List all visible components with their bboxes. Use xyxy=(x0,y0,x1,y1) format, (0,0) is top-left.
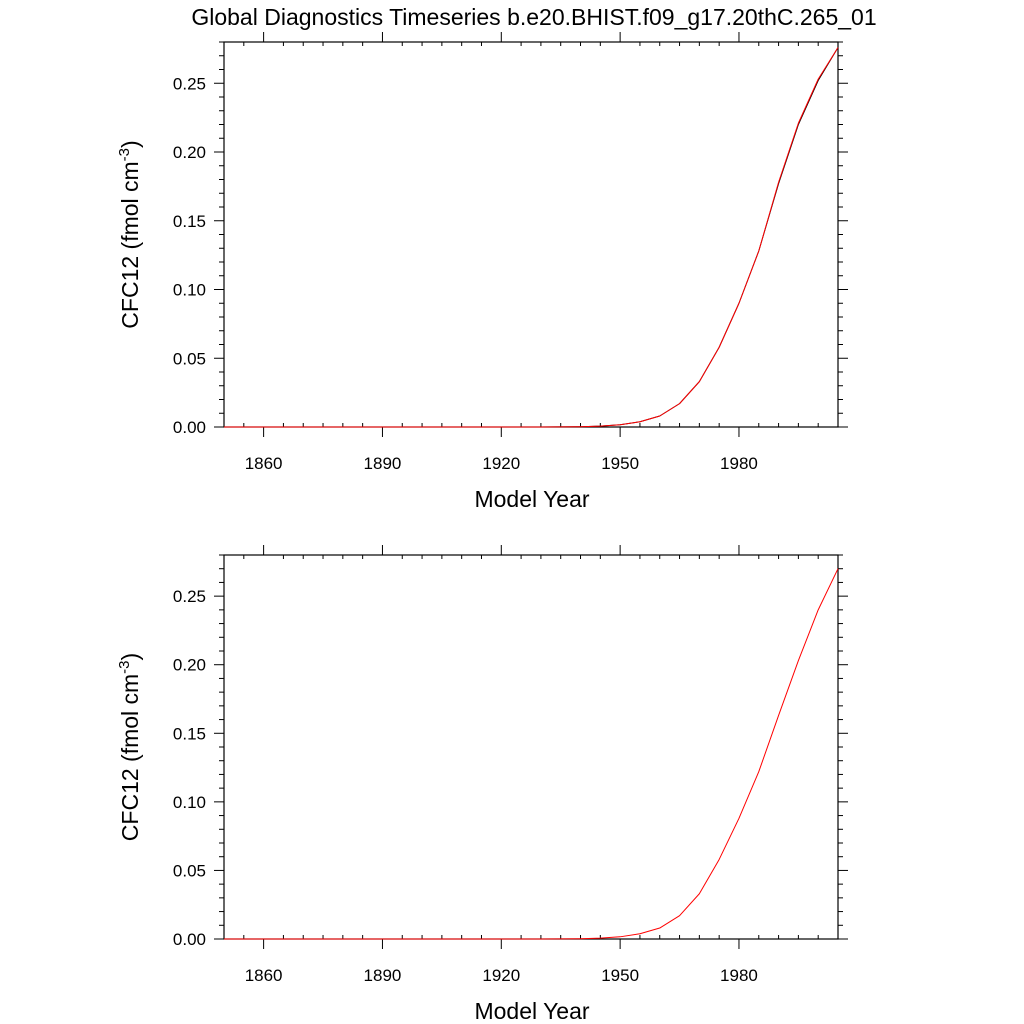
chart-title: Global Diagnostics Timeseries b.e20.BHIS… xyxy=(191,4,876,30)
y-axis-title-main: CFC12 (fmol cm xyxy=(117,674,143,841)
x-tick-label: 1890 xyxy=(364,966,402,985)
x-tick-label: 1950 xyxy=(601,454,639,473)
series-line-1 xyxy=(224,568,839,940)
y-tick-label: 0.05 xyxy=(173,861,206,880)
y-tick-label: 0.15 xyxy=(173,724,206,743)
x-tick-label: 1980 xyxy=(720,966,758,985)
x-tick-label: 1950 xyxy=(601,966,639,985)
y-tick-label: 0.10 xyxy=(173,281,206,300)
y-tick-label: 0.20 xyxy=(173,656,206,675)
y-axis-title-superscript: -3 xyxy=(116,660,133,673)
x-tick-label: 1860 xyxy=(245,454,283,473)
y-tick-label: 0.20 xyxy=(173,143,206,162)
series-line-2 xyxy=(224,47,839,428)
y-axis-title: CFC12 (fmol cm-3) xyxy=(116,653,143,841)
y-tick-label: 0.05 xyxy=(173,349,206,368)
y-axis-title-main: CFC12 (fmol cm xyxy=(117,161,143,328)
y-tick-label: 0.25 xyxy=(173,74,206,93)
plot-frame xyxy=(223,554,839,940)
y-axis-title-close: ) xyxy=(117,140,143,148)
x-tick-label: 1980 xyxy=(720,454,758,473)
x-tick-label: 1890 xyxy=(364,454,402,473)
x-axis-title: Model Year xyxy=(474,998,589,1024)
y-axis-title: CFC12 (fmol cm-3) xyxy=(116,140,143,328)
chart-panel-1: 1860 1890 1920 1950 1980 0.00 0.05 0.10 0.15 0.20… xyxy=(116,32,848,512)
x-tick-label: 1860 xyxy=(245,966,283,985)
plot-frame xyxy=(223,41,839,428)
y-tick-label: 0.15 xyxy=(173,212,206,231)
chart-panel-2: 1860 1890 1920 1950 1980 0.00 0.05 0.10 0.15 0.20… xyxy=(116,545,848,1024)
x-tick-label: 1920 xyxy=(482,454,520,473)
y-tick-label: 0.00 xyxy=(173,930,206,949)
y-axis-title-superscript: -3 xyxy=(116,148,133,161)
y-tick-label: 0.25 xyxy=(173,587,206,606)
y-tick-label: 0.00 xyxy=(173,418,206,437)
y-tick-label: 0.10 xyxy=(173,793,206,812)
x-tick-label: 1920 xyxy=(482,966,520,985)
y-axis-title-close: ) xyxy=(117,653,143,661)
series-line-1 xyxy=(224,47,839,428)
x-axis-title: Model Year xyxy=(474,486,589,512)
